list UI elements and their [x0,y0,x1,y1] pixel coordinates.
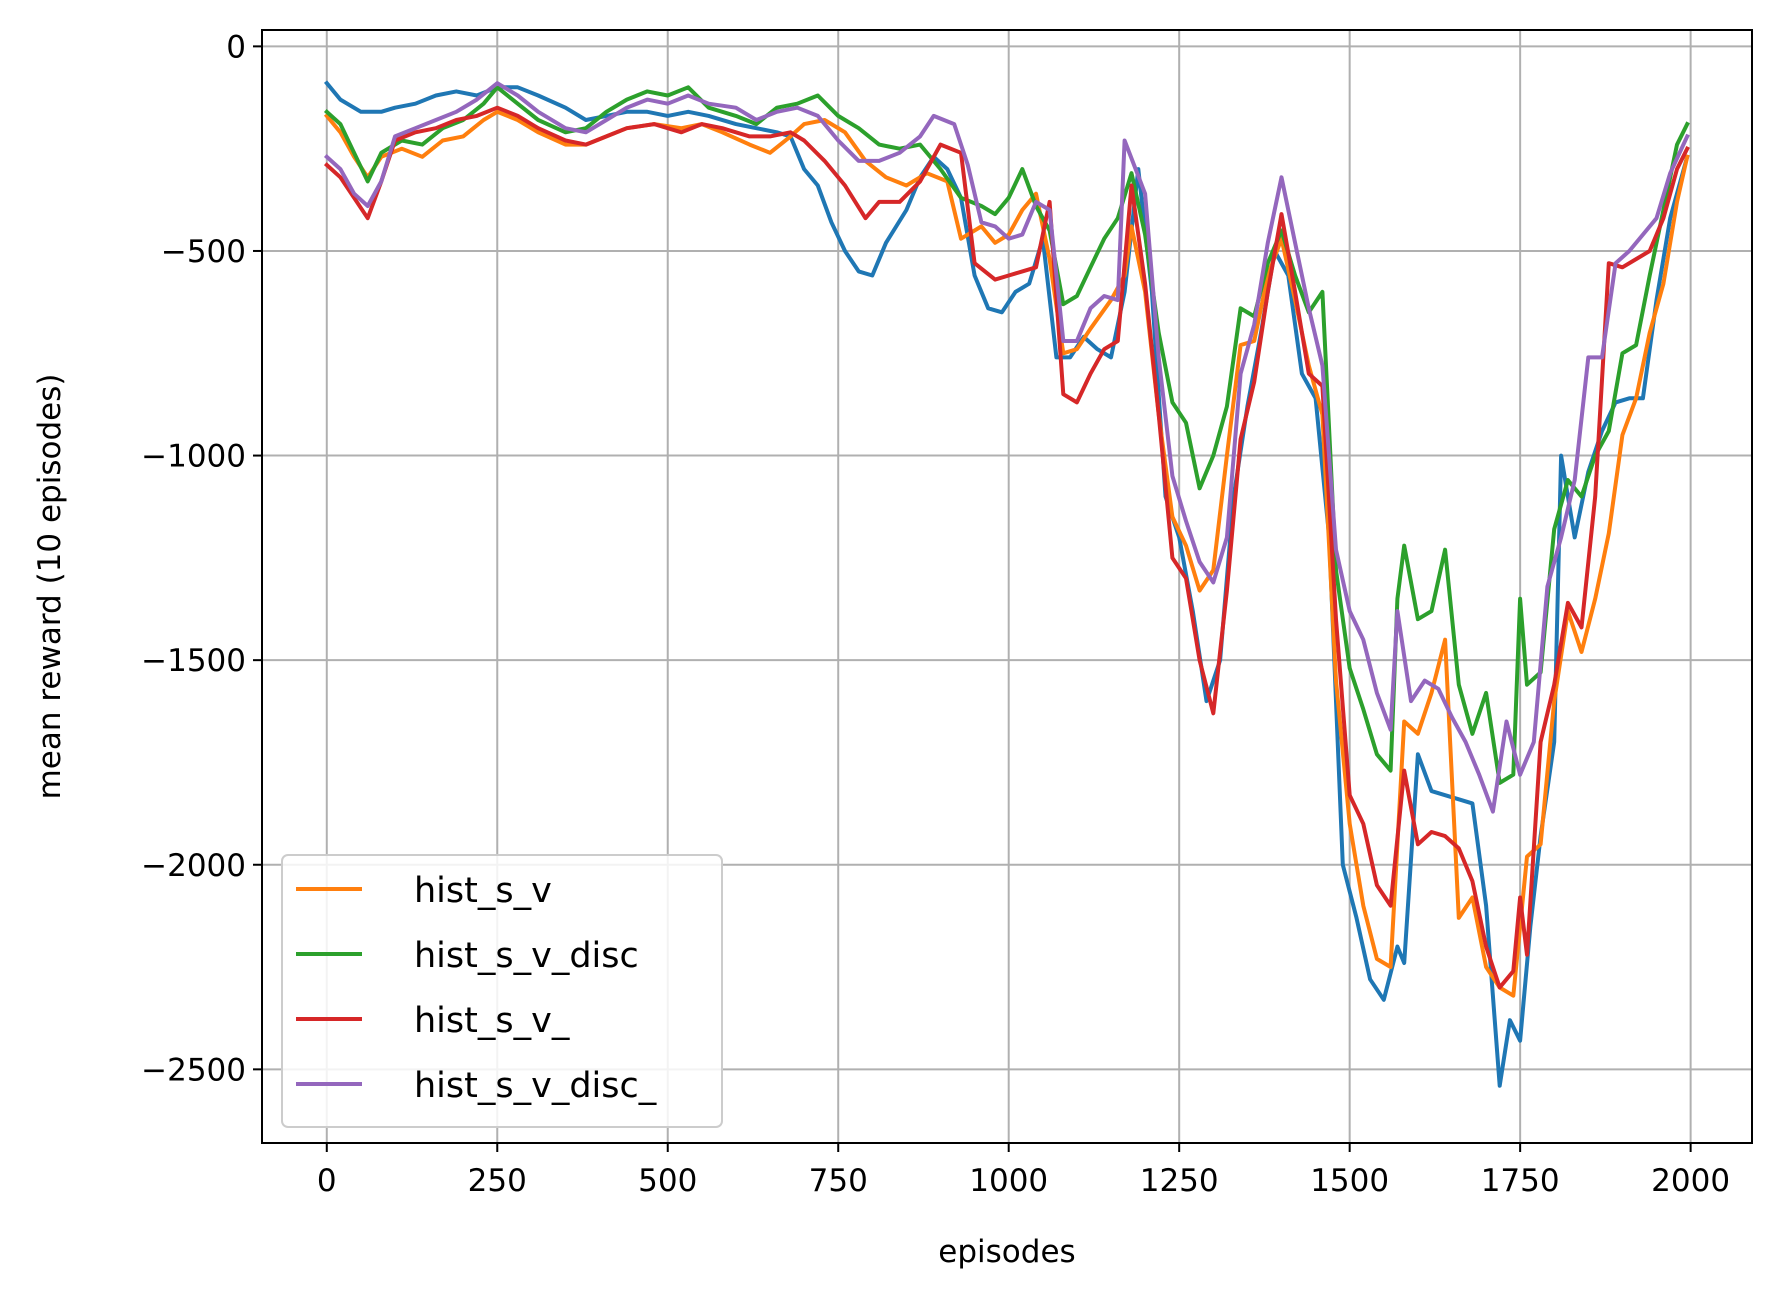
series-line-hist-s-v-disc [323,85,1690,785]
x-tick-label: 500 [638,1163,697,1199]
legend-label: hist_s_v [414,871,552,911]
legend-label: hist_s_v_disc_ [414,1066,657,1106]
x-axis-label: episodes [938,1234,1075,1270]
x-tick-label: 1250 [1140,1163,1219,1199]
x-tick-label: 1750 [1481,1163,1560,1199]
y-axis-label: mean reward (10 episodes) [32,374,68,800]
legend-box [281,854,723,1128]
y-tick-label: −1500 [141,643,246,679]
y-tick-label: −500 [161,234,246,270]
series-line-hist-s-v- [323,105,1690,990]
y-tick-label: −2000 [141,848,246,884]
legend-label: hist_s_v_disc [414,936,639,976]
series-line-unnamed [323,80,1690,1088]
series-line-hist-s-v-disc- [323,81,1690,814]
series-layer [323,80,1690,1088]
x-tick-label: 0 [317,1163,337,1199]
legend-label: hist_s_v_ [414,1001,570,1041]
y-axis-ticks: 0 −500 −1000 −1500 −2000 −2500 [141,29,262,1088]
x-tick-label: 2000 [1651,1163,1730,1199]
y-tick-label: 0 [226,29,246,65]
y-tick-label: −1000 [141,439,246,475]
plot-frame [261,29,1753,1144]
x-tick-label: 1000 [969,1163,1048,1199]
x-tick-label: 750 [809,1163,868,1199]
grid-lines [262,30,1752,1143]
x-tick-label: 1500 [1310,1163,1389,1199]
legend: hist_s_v hist_s_v_disc hist_s_v_ hist_s_v_d… [281,854,723,1128]
x-axis-ticks: 0 250 500 750 1000 1250 1500 1750 2000 [317,1143,1730,1199]
y-tick-label: −2500 [141,1052,246,1088]
x-tick-label: 250 [468,1163,527,1199]
